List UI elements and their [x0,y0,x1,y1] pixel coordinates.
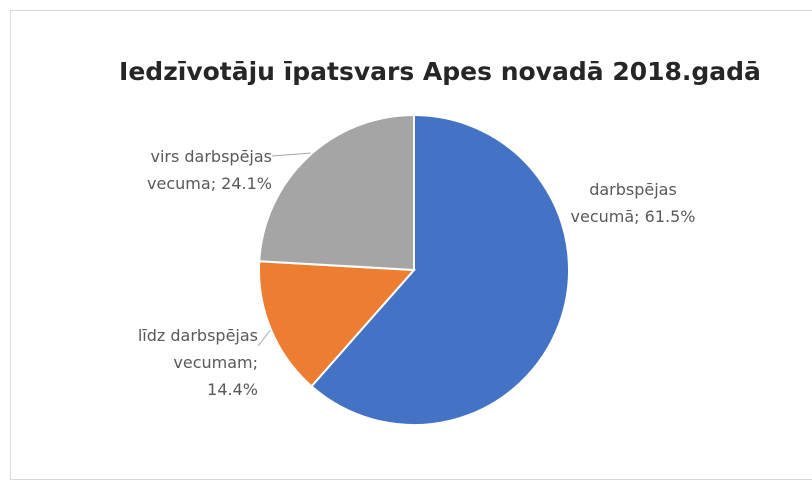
data-label: virs darbspējas vecuma; 24.1% [147,147,272,193]
data-label: darbspējas vecumā; 61.5% [570,180,696,226]
pie-slice [258,113,415,272]
data-label: līdz darbspējas vecumam; 14.4% [137,326,258,399]
leader-line [257,327,273,347]
chart-title: Iedzīvotāju īpatsvars Apes novadā 2018.g… [119,57,761,86]
pie-slice [310,113,570,426]
page: Iedzīvotāju īpatsvars Apes novadā 2018.g… [10,10,812,480]
pie-slice [258,260,417,388]
leader-line [271,152,313,157]
chart: Iedzīvotāju īpatsvars Apes novadā 2018.g… [119,57,761,426]
